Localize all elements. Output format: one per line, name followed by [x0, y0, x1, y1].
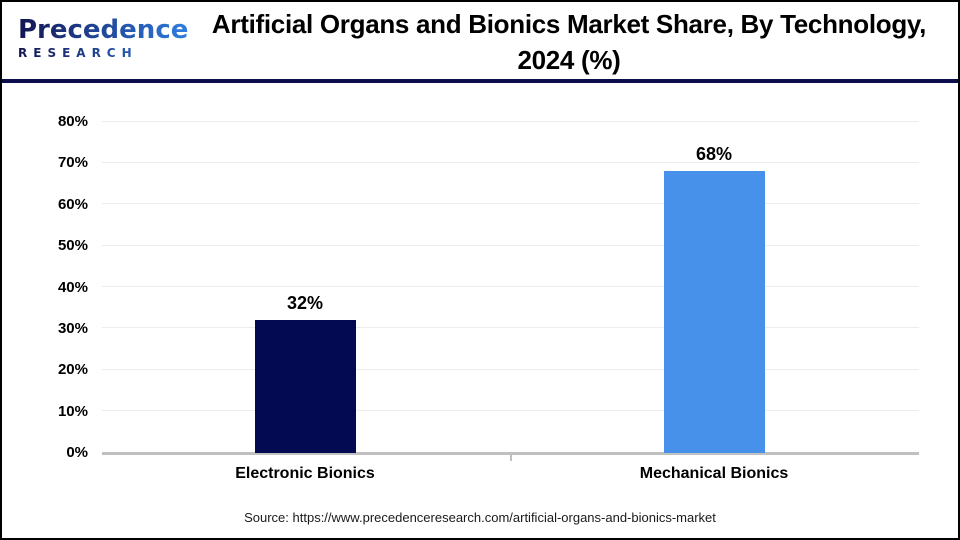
- gridline: [102, 327, 919, 329]
- chart-title: Artificial Organs and Bionics Market Sha…: [192, 6, 946, 78]
- gridline: [102, 368, 919, 370]
- y-tick-label: 40%: [57, 278, 88, 296]
- category-label: Mechanical Bionics: [639, 465, 789, 482]
- value-label: 68%: [695, 143, 733, 164]
- category-label: Electronic Bionics: [235, 465, 375, 482]
- y-tick-label: 50%: [57, 237, 88, 255]
- logo-subtitle: RESEARCH: [18, 46, 188, 60]
- gridline: [102, 120, 919, 122]
- logo-wordmark: Precedence: [18, 15, 189, 45]
- chart-title-line2: 2024 (%): [517, 45, 621, 75]
- x-axis-tick: [509, 452, 512, 461]
- value-label: 32%: [286, 292, 324, 313]
- bar-mechanical-bionics: [663, 170, 765, 453]
- gridline: [102, 203, 919, 205]
- gridline: [102, 161, 919, 163]
- bar-electronic-bionics: [254, 319, 356, 453]
- source-text: Source: https://www.precedenceresearch.c…: [244, 510, 716, 525]
- chart-title-line1: Artificial Organs and Bionics Market Sha…: [211, 9, 927, 39]
- y-tick-label: 80%: [57, 113, 88, 130]
- gridline: [102, 410, 919, 412]
- y-tick-label: 30%: [57, 319, 88, 337]
- y-tick-label: 60%: [57, 195, 88, 213]
- y-tick-label: 10%: [57, 402, 88, 420]
- y-tick-label: 0%: [66, 444, 88, 461]
- precedence-logo: Precedence RESEARCH: [18, 15, 188, 60]
- gridline: [102, 286, 919, 287]
- y-tick-label: 20%: [57, 361, 88, 379]
- header-divider: [2, 79, 958, 83]
- gridline: [102, 244, 919, 246]
- y-tick-label: 70%: [57, 154, 88, 172]
